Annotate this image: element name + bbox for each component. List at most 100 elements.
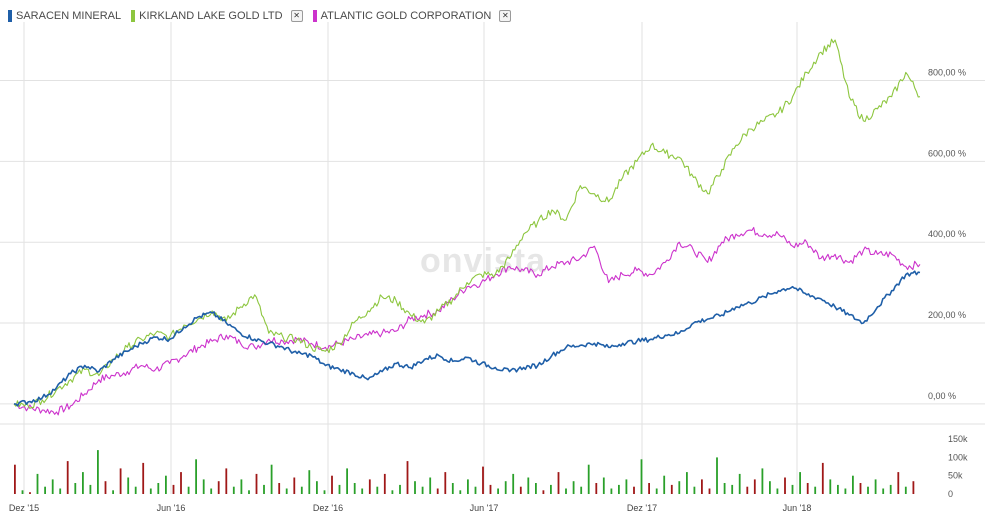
remove-series-button[interactable]: ✕: [290, 10, 303, 22]
volume-bar: [202, 479, 205, 494]
volume-bar: [119, 468, 122, 494]
volume-bar: [89, 484, 92, 494]
volume-tick-label: 100k: [948, 452, 968, 462]
x-tick-label: Jun '16: [157, 503, 186, 513]
x-tick-label: Jun '18: [783, 503, 812, 513]
volume-bar: [527, 477, 530, 494]
x-axis-labels: Dez '15 Jun '16 Dez '16 Jun '17 Dez '17 Jun '…: [9, 503, 811, 513]
volume-bar: [776, 488, 779, 494]
volume-bar: [187, 486, 190, 494]
volume-bar: [51, 479, 54, 494]
volume-bar: [806, 483, 809, 494]
volume-bar: [738, 473, 741, 494]
chart-lines: [13, 38, 921, 416]
volume-bar: [882, 488, 885, 494]
legend-item: KIRKLAND LAKE GOLD LTD ✕: [131, 10, 303, 22]
volume-bar: [323, 490, 326, 494]
volume-bar: [338, 484, 341, 494]
volume-bar: [535, 483, 537, 494]
y-tick-label: 800,00 %: [928, 68, 966, 78]
volume-bar: [263, 484, 265, 494]
legend-swatch: [312, 10, 317, 22]
volume-tick-label: 50k: [948, 471, 963, 481]
volume-bar: [376, 486, 379, 494]
volume-bar: [293, 477, 296, 494]
volume-bar: [912, 481, 915, 494]
volume-bar: [300, 486, 303, 494]
volume-bar: [512, 473, 515, 494]
legend-swatch: [131, 10, 136, 22]
volume-axis-labels: 150k 100k 50k 0: [948, 434, 968, 499]
volume-bar: [550, 484, 552, 494]
volume-bar: [746, 486, 749, 494]
volume-bar: [618, 484, 620, 494]
chart-legend: SARACEN MINERAL KIRKLAND LAKE GOLD LTD ✕ AT…: [8, 8, 521, 24]
volume-bar: [74, 483, 77, 494]
volume-bar: [331, 475, 333, 494]
volume-bar: [625, 479, 628, 494]
volume-bar: [814, 486, 817, 494]
volume-bar: [157, 483, 160, 494]
volume-bar: [701, 479, 703, 494]
x-tick-label: Jun '17: [470, 503, 499, 513]
x-tick-label: Dez '16: [313, 503, 343, 513]
volume-bar: [36, 473, 39, 494]
chart-grid: [0, 22, 985, 424]
volume-bar: [406, 461, 409, 494]
volume-bar: [670, 484, 673, 494]
volume-bar: [640, 459, 643, 494]
volume-bar: [399, 484, 401, 494]
y-tick-label: 600,00 %: [928, 148, 966, 158]
series-line: [13, 38, 921, 409]
volume-bar: [29, 492, 31, 494]
y-axis-labels: 0,00 % 200,00 % 400,00 % 600,00 % 800,00 %: [928, 68, 966, 401]
volume-bar: [436, 488, 439, 494]
series-line: [13, 270, 921, 407]
volume-bar: [693, 486, 696, 494]
volume-bar: [97, 450, 99, 494]
volume-bar: [59, 488, 62, 494]
volume-bar: [565, 488, 567, 494]
x-tick-label: Dez '17: [627, 503, 657, 513]
volume-bar: [127, 477, 130, 494]
volume-bar: [557, 472, 560, 494]
volume-bar: [82, 472, 84, 494]
volume-bar: [874, 479, 877, 494]
volume-bar: [844, 488, 847, 494]
volume-bar: [784, 477, 786, 494]
volume-bar: [232, 486, 235, 494]
volume-bar: [708, 488, 711, 494]
volume-bar: [716, 457, 718, 494]
volume-bar: [391, 490, 394, 494]
volume-bar: [633, 486, 635, 494]
volume-bar: [542, 490, 545, 494]
remove-series-button[interactable]: ✕: [499, 10, 512, 22]
legend-label: SARACEN MINERAL: [16, 10, 122, 22]
volume-bar: [897, 472, 900, 494]
volume-bar: [172, 484, 175, 494]
volume-bar: [270, 464, 273, 494]
volume-bar: [316, 481, 318, 494]
volume-bar: [663, 475, 666, 494]
volume-bar: [66, 461, 69, 494]
legend-label: KIRKLAND LAKE GOLD LTD: [139, 10, 283, 22]
volume-bar: [104, 481, 107, 494]
volume-bar: [504, 481, 507, 494]
volume-bar: [723, 483, 726, 494]
y-tick-label: 200,00 %: [928, 310, 966, 320]
volume-bar: [799, 472, 801, 494]
volume-bar: [240, 479, 243, 494]
volume-bar: [610, 488, 613, 494]
legend-label: ATLANTIC GOLD CORPORATION: [320, 10, 492, 22]
volume-bar: [459, 490, 462, 494]
volume-bar: [761, 468, 764, 494]
volume-bar: [225, 468, 228, 494]
volume-bar: [346, 468, 348, 494]
volume-bar: [867, 486, 869, 494]
volume-bar: [753, 479, 756, 494]
volume-bar: [149, 488, 152, 494]
legend-swatch: [8, 10, 12, 22]
y-tick-label: 0,00 %: [928, 391, 956, 401]
volume-bar: [821, 462, 824, 494]
